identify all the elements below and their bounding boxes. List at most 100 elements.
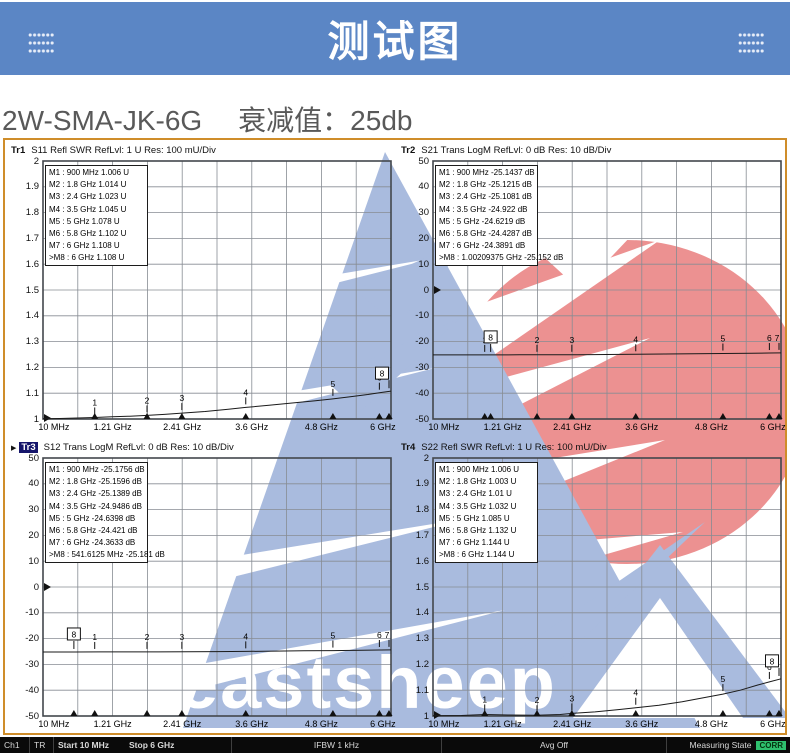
marker-label: 3 [569,335,574,345]
y-axis-label: 20 [28,529,39,541]
marker-row: M6 : 5.8 GHz 1.132 U [439,526,517,536]
marker-label: 8 [380,369,385,379]
y-axis-label: 40 [28,478,39,490]
marker-row: M6 : 5.8 GHz 1.102 U [49,229,127,239]
marker-row: M7 : 6 GHz 1.108 U [49,241,120,251]
instrument-status-bar: Ch1 TR Start 10 MHz Stop 6 GHz IFBW 1 kH… [0,737,790,753]
marker-row: M2 : 1.8 GHz 1.003 U [439,477,517,487]
marker-row: M4 : 3.5 GHz 1.032 U [439,501,517,511]
corr-badge: CORR [756,740,786,750]
y-axis-label: 30 [28,504,39,516]
x-axis-label: 1.21 GHz [93,422,132,432]
marker-label: 8 [770,656,775,666]
y-axis-label: 1.9 [25,181,39,193]
y-axis-label: 0 [33,581,39,593]
plot-border [42,457,392,717]
marker-row: M5 : 5 GHz -24.6219 dB [439,216,526,226]
x-axis-label: 2.41 GHz [553,422,592,432]
x-axis-label: 1.21 GHz [483,422,522,432]
x-axis-label: 3.6 GHz [235,422,269,432]
marker-stimulus-icon [481,710,489,716]
marker-stimulus-icon [487,413,495,419]
marker-stimulus-icon [242,710,250,716]
marker-label: 2 [145,632,150,642]
marker-row: M6 : 5.8 GHz -24.421 dB [49,526,138,536]
marker-stimulus-icon [329,413,337,419]
marker-row: M5 : 5 GHz -24.6398 dB [49,513,136,523]
y-axis-label: 20 [418,232,429,244]
trace-badge: Tr1 [11,145,26,156]
grid [43,458,391,716]
marker-row: >M8 : 6 GHz 1.144 U [439,550,515,560]
marker-label: 4 [633,334,638,344]
trace-badge: Tr3 [19,442,38,453]
y-axis-label: 2 [33,155,39,167]
x-axis-label: 3.6 GHz [625,422,659,432]
y-axis-label: 50 [418,155,429,167]
trace-line [42,390,392,420]
marker-label: 7 [775,333,780,343]
vna-screenshot-panel: eastsheep Tr1 S11 Refl SWR RefLvl: 1 U Re… [3,138,787,735]
marker-stimulus-icon [719,710,727,716]
marker-label: 5 [721,334,726,344]
marker-stimulus-icon [143,413,151,419]
y-axis-label: 1.7 [415,529,429,541]
marker-stimulus-icon [242,413,250,419]
y-axis-label: 1 [33,413,39,425]
marker-row: M2 : 1.8 GHz 1.014 U [49,180,127,190]
y-axis-label: -50 [25,710,39,722]
x-axis-label: 4.8 GHz [694,719,728,729]
y-axis-label: 10 [28,555,39,567]
marker-label: 4 [633,688,638,698]
marker-label: 1 [482,694,487,704]
chart-tr4-s22: Tr4 S22 Refl SWR RefLvl: 1 U Res: 100 mU/… [397,438,786,732]
y-axis-label: 1.9 [415,478,429,490]
x-axis-label: 3.6 GHz [625,719,659,729]
marker-row: M7 : 6 GHz -24.3633 dB [49,538,136,548]
x-axis-label: 2.41 GHz [163,422,202,432]
plot-border [432,457,782,717]
trace-line [432,678,782,717]
marker-table: M1 : 900 MHz 1.006 U M2 : 1.8 GHz 1.014 U… [45,165,148,266]
x-axis-label: 10 MHz [428,719,460,729]
y-axis-label: 1.5 [415,581,429,593]
plot-border [432,160,782,420]
active-trace-arrow-icon: ▶ [11,444,17,452]
x-axis-label: 6 GHz [760,422,786,432]
marker-label: 4 [243,387,248,397]
x-axis-label: 10 MHz [38,422,70,432]
watermark-text: eastsheep [177,641,557,724]
dots-decoration-right [738,31,764,54]
marker-row: M5 : 5 GHz 1.078 U [49,216,120,226]
marker-row: M1 : 900 MHz 1.006 U [49,168,130,177]
marker-label: 7 [385,630,390,640]
x-axis-label: 1.21 GHz [483,719,522,729]
marker-stimulus-icon [765,413,773,419]
marker-stimulus-icon [375,710,383,716]
y-axis-label: 1.1 [25,387,39,399]
y-axis-label: -30 [415,361,429,373]
dots-decoration-left [28,31,54,54]
marker-stimulus-icon [481,413,489,419]
trace-title: S11 Refl SWR RefLvl: 1 U Res: 100 mU/Div [31,145,216,156]
x-axis-label: 10 MHz [38,719,70,729]
trace-line [433,352,782,356]
status-stop-freq: Stop 6 GHz [129,740,175,750]
marker-label: 8 [72,629,77,639]
marker-label: 3 [179,632,184,642]
x-axis-label: 6 GHz [760,719,786,729]
y-axis-label: 1.3 [25,336,39,348]
y-axis-label: -10 [25,607,39,619]
marker-row: M1 : 900 MHz -25.1756 dB [49,465,145,474]
marker-label: 4 [243,631,248,641]
marker-stimulus-icon [385,710,393,716]
trace-header: Tr4 S22 Refl SWR RefLvl: 1 U Res: 100 mU/… [401,441,607,454]
x-axis-label: 10 MHz [428,422,460,432]
marker-stimulus-icon [533,710,541,716]
status-mode: TR [30,737,54,753]
marker-row: M3 : 2.4 GHz -25.1389 dB [49,489,142,499]
trace-title: S22 Refl SWR RefLvl: 1 U Res: 100 mU/Div [421,442,607,453]
y-axis-label: 50 [28,452,39,464]
y-axis-label: 1.6 [25,258,39,270]
